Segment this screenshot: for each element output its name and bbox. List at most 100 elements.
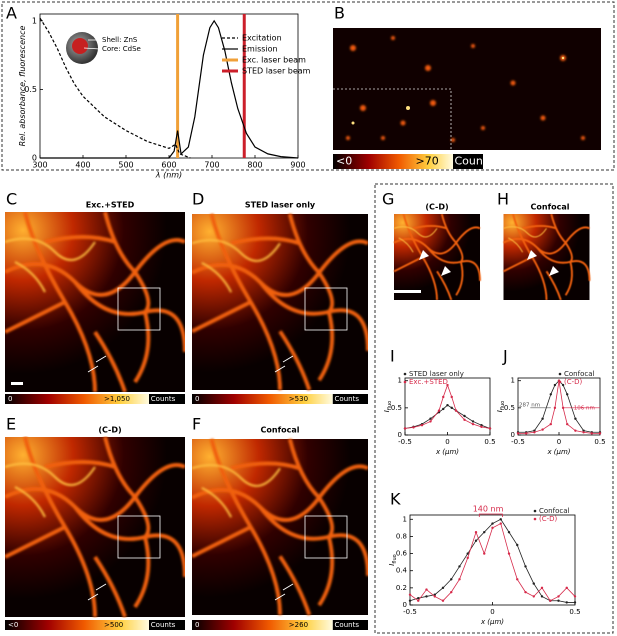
colorbar-unit-box — [332, 620, 368, 630]
x-tick-label: -0.5 — [398, 438, 412, 446]
data-point — [566, 393, 569, 396]
colorbar-max: >500 — [104, 621, 123, 629]
y-tick-label: 0 — [32, 154, 37, 163]
x-tick-label: 0.5 — [569, 608, 580, 616]
colorbar — [5, 620, 149, 630]
data-point — [446, 403, 449, 407]
annotation: 287 nm — [519, 403, 540, 409]
data-point — [471, 420, 475, 423]
width-bracket — [478, 513, 503, 517]
data-point — [516, 432, 520, 435]
legend-label: Emission — [242, 45, 278, 54]
image-title: Confocal — [531, 203, 570, 212]
data-point — [420, 424, 424, 427]
data-point — [524, 590, 527, 594]
colorbar-min: 0 — [195, 395, 199, 403]
data-point — [566, 422, 569, 426]
data-point — [425, 595, 428, 598]
legend-label: Confocal — [539, 507, 569, 515]
x-tick-label: 0.5 — [594, 438, 605, 446]
legend-swatch — [558, 380, 562, 384]
data-point — [441, 599, 445, 602]
data-point — [450, 406, 453, 410]
colorbar-min: <0 — [8, 621, 18, 629]
panel-label: A — [6, 4, 17, 23]
inset-label: Shell: ZnS — [102, 36, 138, 44]
colorbar-unit: Counts — [335, 621, 360, 629]
data-point — [574, 429, 577, 432]
colorbar-min: 0 — [195, 621, 199, 629]
arrowhead — [419, 250, 451, 276]
image-title: Exc.+STED — [86, 201, 135, 210]
data-point — [466, 552, 469, 555]
x-tick-label: 0 — [445, 438, 449, 446]
data-point — [573, 601, 577, 604]
data-point — [549, 599, 552, 602]
data-point — [561, 406, 565, 410]
panel-label: F — [192, 415, 201, 434]
y-axis-label-main: I — [388, 564, 396, 566]
data-point — [433, 595, 436, 598]
data-point — [573, 595, 577, 598]
y-tick-label: 0.8 — [396, 532, 407, 540]
data-point — [429, 417, 432, 420]
data-point — [532, 595, 535, 598]
y-tick-label: 0.6 — [396, 550, 408, 558]
data-point — [463, 418, 466, 421]
y-tick-label: 0.4 — [396, 567, 408, 575]
x-tick-label: -0.5 — [403, 608, 417, 616]
data-point — [458, 578, 461, 581]
legend-swatch — [558, 372, 562, 376]
quantum-dot-inset — [66, 32, 101, 64]
legend-label: Excitation — [242, 34, 282, 43]
data-point — [488, 427, 492, 430]
marker-ticks — [87, 583, 107, 601]
image-title: (C-D) — [425, 203, 448, 212]
legend-swatch — [533, 517, 537, 521]
series-line — [404, 383, 491, 429]
image-title: STED laser only — [245, 201, 316, 210]
legend-label: STED laser only — [409, 370, 464, 378]
micrograph — [5, 437, 185, 617]
x-axis-label: x (μm) — [480, 618, 504, 626]
data-point — [474, 539, 478, 542]
y-tick-label: 0.5 — [24, 85, 37, 94]
data-point — [450, 578, 453, 581]
data-point — [446, 383, 449, 387]
marker-ticks — [274, 355, 294, 373]
data-point — [483, 552, 486, 555]
series-line — [409, 522, 576, 602]
data-point — [442, 407, 445, 411]
data-point — [590, 432, 593, 435]
legend-label: Exc.+STED — [409, 378, 448, 386]
y-tick-label: 1 — [511, 377, 515, 385]
data-point — [532, 582, 535, 585]
data-point — [553, 383, 557, 387]
y-tick-label: 1 — [398, 377, 402, 385]
annotation: 140 nm — [473, 505, 504, 514]
data-point — [483, 530, 486, 534]
y-axis-label-sub: fluo — [387, 401, 393, 410]
y-axis-label: Ifluo — [496, 401, 506, 412]
data-point — [442, 395, 445, 399]
data-point — [557, 599, 560, 602]
data-point — [549, 422, 552, 426]
y-tick-label: 0 — [398, 431, 402, 439]
panel-label: G — [382, 190, 394, 209]
legend-label: (C-D) — [539, 515, 558, 523]
micrograph — [192, 214, 368, 390]
y-axis-label-sub: fluo — [392, 554, 398, 563]
x-tick-label: 900 — [290, 161, 305, 170]
colorbar-unit-box — [149, 394, 185, 404]
colorbar-max: >260 — [289, 621, 308, 629]
panel-border — [1, 1, 615, 171]
x-axis-label: x (μm) — [435, 448, 459, 456]
data-point — [574, 417, 577, 420]
panel-label: D — [192, 190, 204, 209]
y-tick-label: 0 — [511, 431, 515, 439]
panel-label: B — [334, 4, 345, 23]
data-point — [480, 425, 483, 429]
image-title: (C-D) — [98, 426, 121, 435]
colorbar-min: <0 — [336, 155, 352, 168]
